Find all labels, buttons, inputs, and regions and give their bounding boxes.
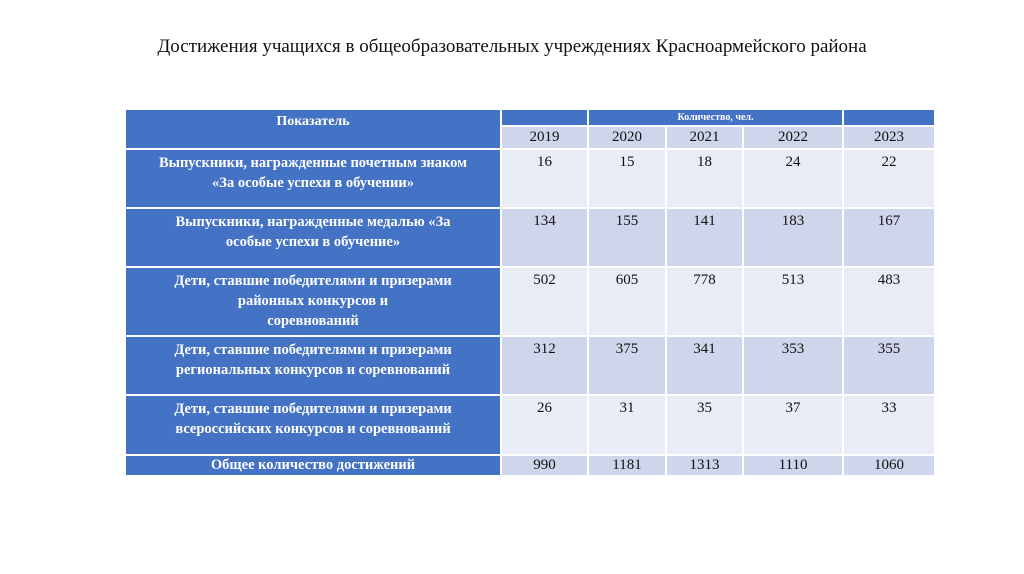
header-blank [842, 108, 937, 127]
table-row: Дети, ставшие победителями и призерами ра… [124, 266, 937, 337]
row-label: Дети, ставшие победителями и призерами ра… [124, 266, 502, 337]
value-cell: 513 [741, 266, 845, 337]
row-label: Выпускники, награжденные почетным знаком… [124, 148, 502, 209]
value-cell: 353 [741, 335, 845, 396]
row-label-line: региональных конкурсов и соревнований [175, 362, 451, 378]
value-cell: 183 [741, 207, 845, 268]
row-label-line: Дети, ставшие победителями и призерами [174, 342, 452, 358]
value-cell: 134 [500, 207, 589, 268]
value-cell: 31 [587, 394, 667, 456]
value-cell: 155 [587, 207, 667, 268]
total-value: 1060 [842, 454, 937, 477]
value-cell: 605 [587, 266, 667, 337]
value-cell: 18 [665, 148, 744, 209]
year-header-2021: 2021 [665, 125, 744, 150]
achievements-table: Показатель Количество, чел. 2019 2020 2021… [124, 108, 937, 477]
row-label: Выпускники, награжденные медалью «За особ… [124, 207, 502, 268]
row-label-line: особые успехи в обучение» [225, 234, 401, 250]
row-label-line: «За особые успехи в обучении» [212, 175, 414, 191]
row-label-line: Дети, ставшие победителями и призерами [174, 401, 452, 417]
value-cell: 355 [842, 335, 937, 396]
value-cell: 24 [741, 148, 845, 209]
value-cell: 26 [500, 394, 589, 456]
row-label-line: Дети, ставшие победителями и призерами [174, 273, 452, 289]
value-cell: 33 [842, 394, 937, 456]
value-cell: 483 [842, 266, 937, 337]
header-blank [500, 108, 589, 127]
table-row: Выпускники, награжденные медалью «За особ… [124, 207, 937, 268]
value-cell: 312 [500, 335, 589, 396]
year-header-2022: 2022 [741, 125, 845, 150]
year-header-2019: 2019 [500, 125, 589, 150]
table-row: Дети, ставшие победителями и призерами ре… [124, 335, 937, 396]
total-label: Общее количество достижений [124, 454, 502, 477]
value-cell: 22 [842, 148, 937, 209]
value-cell: 35 [665, 394, 744, 456]
row-label-line: всероссийских конкурсов и соревнований [175, 421, 451, 437]
value-cell: 502 [500, 266, 589, 337]
year-header-2020: 2020 [587, 125, 667, 150]
total-value: 990 [500, 454, 589, 477]
row-label-line: Выпускники, награжденные почетным знаком [158, 155, 468, 171]
value-cell: 16 [500, 148, 589, 209]
total-value: 1110 [741, 454, 845, 477]
total-row: Общее количество достижений 990 1181 1313 11… [124, 454, 937, 477]
value-cell: 15 [587, 148, 667, 209]
header-quantity: Количество, чел. [586, 108, 845, 127]
row-label: Дети, ставшие победителями и призерами ре… [124, 335, 502, 396]
row-label-line: районных конкурсов и [237, 293, 389, 309]
total-value: 1313 [665, 454, 744, 477]
value-cell: 141 [665, 207, 744, 268]
slide-title: Достижения учащихся в общеобразовательны… [157, 36, 867, 57]
header-indicator: Показатель [124, 108, 502, 150]
row-label-line: соревнований [267, 313, 359, 329]
table-row: Дети, ставшие победителями и призерами вс… [124, 394, 937, 456]
value-cell: 778 [665, 266, 744, 337]
total-value: 1181 [587, 454, 667, 477]
table-row: Выпускники, награжденные почетным знаком… [124, 148, 937, 209]
value-cell: 37 [741, 394, 845, 456]
row-label-line: Выпускники, награжденные медалью «За [175, 214, 451, 230]
value-cell: 375 [587, 335, 667, 396]
row-label: Дети, ставшие победителями и призерами вс… [124, 394, 502, 456]
year-header-2023: 2023 [842, 125, 937, 150]
value-cell: 341 [665, 335, 744, 396]
value-cell: 167 [842, 207, 937, 268]
